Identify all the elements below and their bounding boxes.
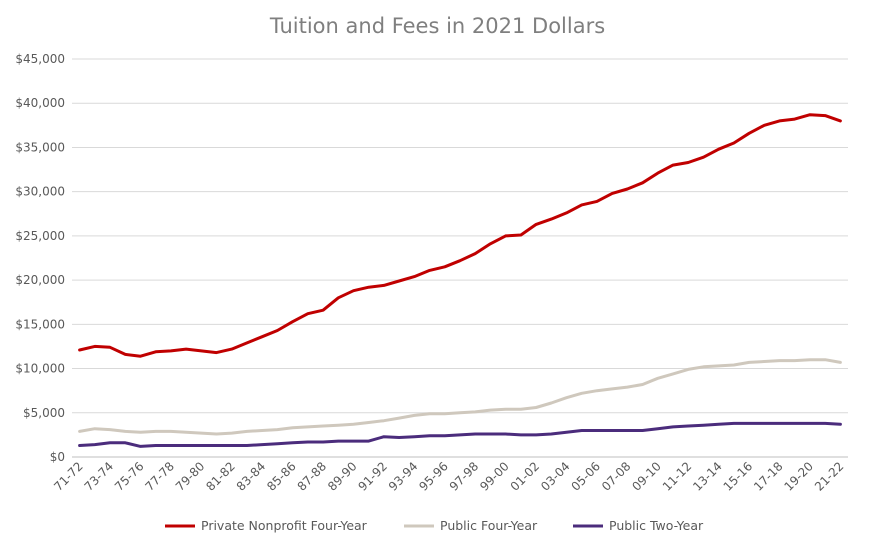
x-tick-label: 99-00: [477, 459, 512, 494]
x-tick-label: 11-12: [660, 459, 695, 494]
x-tick-label: 05-06: [569, 459, 604, 494]
series-line-0: [78, 113, 842, 358]
y-tick-label: $35,000: [15, 140, 65, 154]
y-tick-label: $15,000: [15, 317, 65, 331]
x-tick-label: 73-74: [82, 459, 117, 494]
y-tick-label: $30,000: [15, 185, 65, 199]
x-axis: 71-7273-7475-7677-7879-8081-8283-8485-86…: [51, 459, 846, 494]
x-tick-label: 91-92: [355, 459, 390, 494]
x-tick-label: 13-14: [690, 459, 725, 494]
series-line-2: [78, 421, 842, 448]
x-tick-label: 83-84: [234, 459, 269, 494]
series-lines: [78, 113, 842, 448]
x-tick-label: 85-86: [264, 459, 299, 494]
x-tick-label: 95-96: [416, 459, 451, 494]
series-line-1: [78, 358, 842, 436]
x-tick-label: 79-80: [173, 459, 208, 494]
y-tick-label: $25,000: [15, 229, 65, 243]
y-tick-label: $45,000: [15, 52, 65, 66]
x-tick-label: 09-10: [629, 459, 664, 494]
x-tick-label: 19-20: [782, 459, 817, 494]
x-tick-label: 15-16: [721, 459, 756, 494]
x-tick-label: 01-02: [508, 459, 543, 494]
x-tick-label: 21-22: [812, 459, 847, 494]
legend-label: Private Nonprofit Four-Year: [201, 518, 368, 533]
y-tick-label: $0: [50, 450, 65, 464]
x-tick-label: 93-94: [386, 459, 421, 494]
x-tick-label: 71-72: [51, 459, 86, 494]
x-tick-label: 97-98: [447, 459, 482, 494]
x-tick-label: 03-04: [538, 459, 573, 494]
legend-label: Public Two-Year: [609, 518, 704, 533]
x-tick-label: 77-78: [142, 459, 177, 494]
legend-label: Public Four-Year: [440, 518, 538, 533]
chart-title: Tuition and Fees in 2021 Dollars: [269, 14, 606, 38]
x-tick-label: 81-82: [203, 459, 238, 494]
x-tick-label: 75-76: [112, 459, 147, 494]
gridlines: [72, 58, 848, 458]
x-tick-label: 17-18: [751, 459, 786, 494]
x-tick-label: 89-90: [325, 459, 360, 494]
x-tick-label: 87-88: [295, 459, 330, 494]
y-tick-label: $5,000: [23, 406, 65, 420]
y-tick-label: $10,000: [15, 362, 65, 376]
y-axis: $0 $5,000 $10,000 $15,000 $20,000 $25,000 $30,…: [15, 52, 65, 464]
x-tick-label: 07-08: [599, 459, 634, 494]
legend: Private Nonprofit Four-Year Public Four-Y…: [165, 518, 704, 533]
y-tick-label: $20,000: [15, 273, 65, 287]
y-tick-label: $40,000: [15, 96, 65, 110]
